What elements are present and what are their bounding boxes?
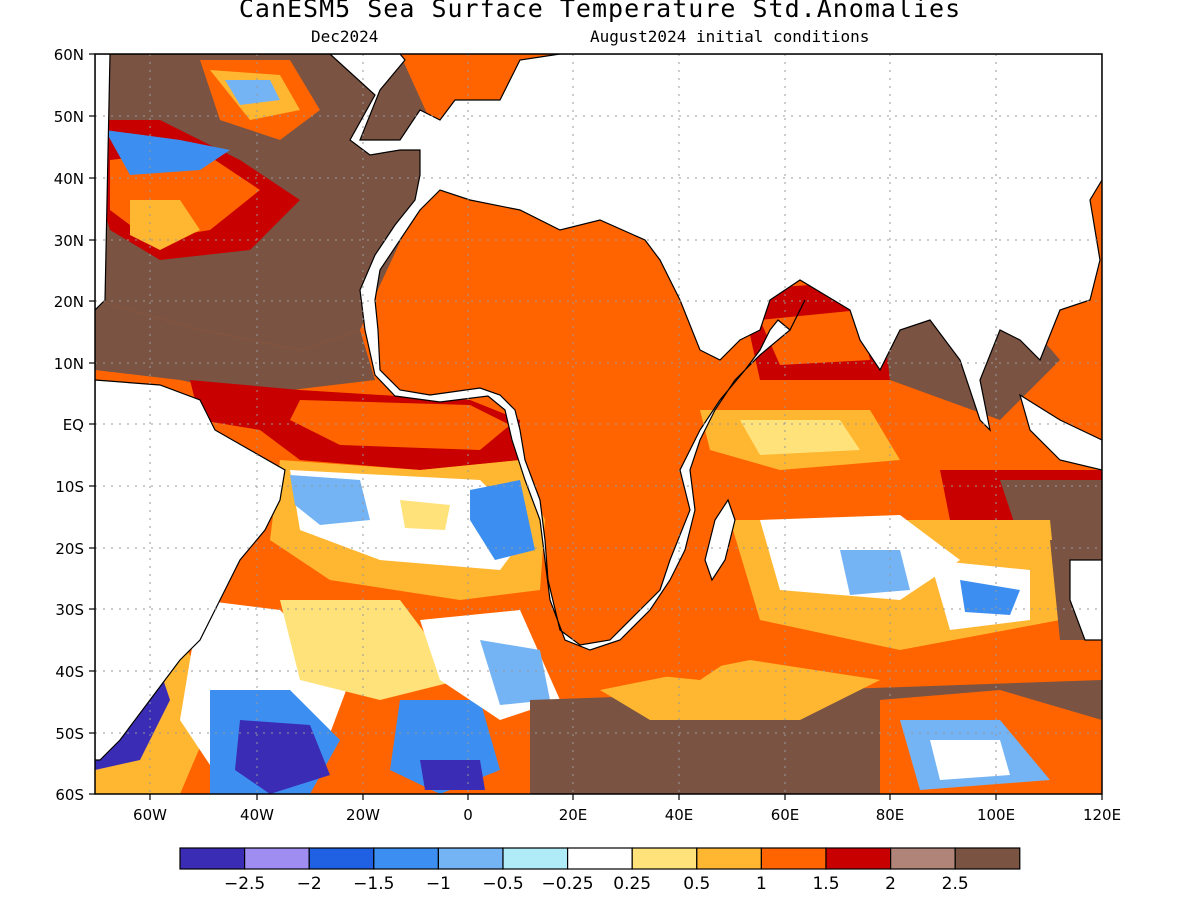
colorbar-label: −0.25 — [542, 874, 594, 894]
graticule — [95, 54, 1102, 794]
colorbar — [179, 847, 1021, 870]
colorbar-label: 2 — [885, 874, 896, 894]
sst-anomaly-field — [95, 54, 1102, 794]
initial-conditions: August2024 initial conditions — [590, 27, 870, 46]
lat-label: 30S — [55, 601, 84, 619]
colorbar-swatch — [502, 847, 569, 870]
colorbar-swatch — [954, 847, 1021, 870]
lat-label: 10S — [55, 478, 84, 496]
lat-label: 50S — [55, 725, 84, 743]
lat-label: 30N — [54, 232, 84, 250]
colorbar-swatch — [244, 847, 310, 870]
lon-label: 60E — [771, 806, 800, 824]
lat-label: 40S — [55, 663, 84, 681]
colorbar-swatch — [566, 847, 633, 870]
lon-label: 120E — [1083, 806, 1121, 824]
lon-label: 20W — [346, 806, 380, 824]
lon-label: 100E — [977, 806, 1015, 824]
colorbar-label: 1 — [756, 874, 767, 894]
lon-label: 40W — [240, 806, 274, 824]
lon-label: 40E — [665, 806, 694, 824]
colorbar-label: −1 — [426, 874, 451, 894]
colorbar-swatch — [308, 847, 375, 870]
colorbar-swatch — [631, 847, 698, 870]
latitude-labels: 60N 50N 40N 30N 20N 10N EQ 10S 20S 30S 4… — [54, 46, 84, 804]
lat-label: 60N — [54, 46, 84, 64]
lon-label: 20E — [559, 806, 588, 824]
colorbar-swatch — [179, 847, 246, 870]
colorbar-label: −2 — [297, 874, 322, 894]
longitude-labels: 60W 40W 20W 0 20E 40E 60E 80E 100E 120E — [133, 806, 1121, 824]
lat-label: EQ — [63, 416, 84, 434]
colorbar-label: 1.5 — [812, 874, 839, 894]
lon-label: 0 — [463, 806, 473, 824]
lat-label: 10N — [54, 355, 84, 373]
lat-label: 60S — [55, 786, 84, 804]
colorbar-swatch — [889, 847, 956, 870]
colorbar-swatch — [696, 847, 762, 870]
axis-ticks — [89, 53, 1103, 800]
colorbar-label: 2.5 — [942, 874, 969, 894]
lon-label: 80E — [876, 806, 905, 824]
colorbar-label: −0.5 — [482, 874, 523, 894]
colorbar-label: 0.5 — [683, 874, 710, 894]
colorbar-label: −1.5 — [353, 874, 394, 894]
colorbar-labels: −2.5 −2 −1.5 −1 −0.5 −0.25 0.25 0.5 1 1.5 2 2.5 — [224, 874, 969, 894]
lat-label: 40N — [54, 170, 84, 188]
colorbar-swatch — [825, 847, 892, 870]
lat-label: 20S — [55, 540, 84, 558]
colorbar-label: −2.5 — [224, 874, 265, 894]
lat-label: 50N — [54, 108, 84, 126]
forecast-month: Dec2024 — [311, 27, 379, 46]
colorbar-label: 0.25 — [613, 874, 651, 894]
lat-label: 20N — [54, 293, 84, 311]
lon-label: 60W — [133, 806, 167, 824]
colorbar-swatch — [437, 847, 504, 870]
colorbar-swatch — [373, 847, 439, 870]
map-title: CanESM5 Sea Surface Temperature Std.Anom… — [238, 0, 962, 23]
colorbar-swatch — [760, 847, 827, 870]
